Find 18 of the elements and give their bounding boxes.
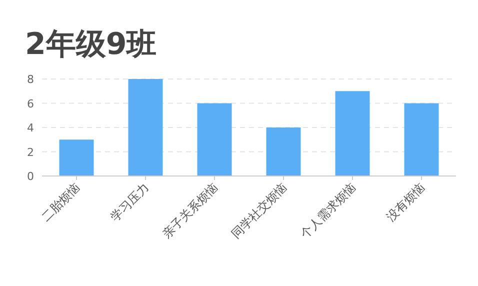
bar bbox=[128, 79, 163, 176]
x-tick-label: 个人需求烦恼 bbox=[298, 180, 359, 242]
bar bbox=[59, 140, 94, 176]
chart-title: 2年级9班 bbox=[25, 27, 157, 62]
x-tick-label: 二胎烦恼 bbox=[38, 180, 83, 224]
x-tick-label: 同学社交烦恼 bbox=[228, 180, 290, 242]
x-tick-label: 学习压力 bbox=[108, 180, 152, 224]
bar bbox=[404, 103, 439, 176]
y-tick-label: 8 bbox=[27, 73, 34, 86]
bar bbox=[197, 103, 232, 176]
y-tick-label: 2 bbox=[27, 146, 34, 159]
y-tick-label: 0 bbox=[27, 170, 34, 183]
bar bbox=[335, 91, 370, 176]
bar bbox=[266, 128, 301, 176]
x-tick-label: 亲子关系烦恼 bbox=[160, 180, 221, 242]
x-tick-label: 没有烦恼 bbox=[384, 180, 428, 224]
y-tick-label: 6 bbox=[27, 97, 34, 110]
y-tick-label: 4 bbox=[27, 122, 34, 134]
